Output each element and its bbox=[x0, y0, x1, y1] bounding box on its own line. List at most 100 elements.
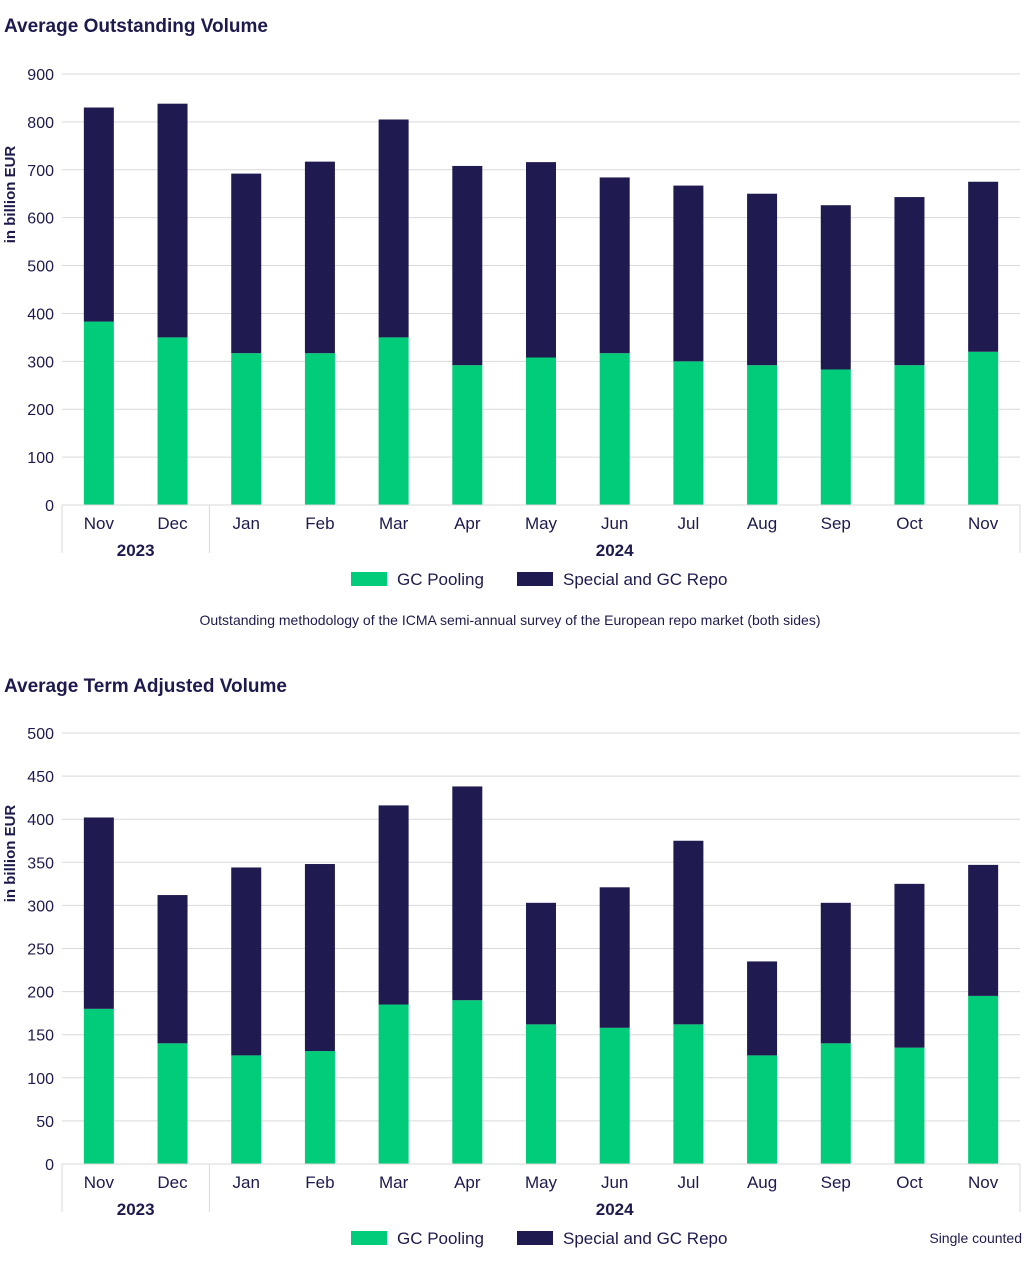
x-tick-label: Jan bbox=[233, 1173, 260, 1192]
x-tick-label: Nov bbox=[968, 514, 999, 533]
y-tick-label: 500 bbox=[27, 726, 54, 743]
bar-gc-pooling bbox=[820, 1043, 851, 1164]
bar-special-gc-repo bbox=[747, 193, 778, 366]
chart1-footnote: Outstanding methodology of the ICMA semi… bbox=[199, 612, 821, 628]
x-tick-label: Nov bbox=[84, 514, 115, 533]
y-tick-label: 400 bbox=[27, 306, 54, 323]
y-tick-label: 250 bbox=[27, 942, 54, 959]
y-tick-label: 450 bbox=[27, 769, 54, 786]
bar-gc-pooling bbox=[747, 1055, 778, 1164]
bar-special-gc-repo bbox=[526, 162, 556, 358]
bar-special-gc-repo bbox=[452, 786, 483, 1001]
bar-gc-pooling bbox=[526, 357, 556, 505]
bar-gc-pooling bbox=[894, 365, 925, 505]
legend-label-special-gc-repo: Special and GC Repo bbox=[563, 1229, 727, 1248]
x-tick-label: Sep bbox=[821, 514, 851, 533]
chart1-title: Average Outstanding Volume bbox=[4, 16, 268, 37]
chart1-svg: 0 100 200 300 400 500 600 700 800 900 in billion E… bbox=[2, 67, 1021, 589]
x-tick-label: May bbox=[525, 514, 558, 533]
bar-gc-pooling bbox=[968, 351, 999, 505]
y-tick-label: 800 bbox=[27, 115, 54, 132]
y-tick-label: 0 bbox=[45, 1157, 54, 1174]
bar-gc-pooling bbox=[157, 337, 188, 505]
x-tick-label: Jul bbox=[678, 514, 700, 533]
year-group-label: 2024 bbox=[596, 1200, 634, 1219]
x-tick-label: Jun bbox=[601, 1173, 628, 1192]
bar-gc-pooling bbox=[378, 337, 409, 505]
x-tick-label: Oct bbox=[896, 1173, 923, 1192]
y-tick-label: 900 bbox=[27, 67, 54, 84]
chart2-title: Average Term Adjusted Volume bbox=[4, 676, 287, 697]
bar-special-gc-repo bbox=[894, 883, 925, 1048]
bar-special-gc-repo bbox=[231, 867, 262, 1056]
y-tick-label: 700 bbox=[27, 163, 54, 180]
bar-gc-pooling bbox=[83, 321, 114, 505]
bar-special-gc-repo bbox=[968, 864, 999, 996]
x-tick-label: Dec bbox=[157, 514, 188, 533]
bar-special-gc-repo bbox=[304, 864, 335, 1052]
bar-special-gc-repo bbox=[452, 165, 483, 366]
bar-special-gc-repo bbox=[599, 887, 630, 1028]
legend-label-special-gc-repo: Special and GC Repo bbox=[563, 570, 727, 589]
y-tick-label: 100 bbox=[27, 1071, 54, 1088]
x-tick-label: Mar bbox=[379, 1173, 409, 1192]
bar-gc-pooling bbox=[599, 1027, 630, 1164]
year-group-label: 2023 bbox=[117, 541, 155, 560]
chart2-footnote: Single counted bbox=[929, 1230, 1022, 1246]
y-tick-label: 50 bbox=[36, 1114, 54, 1131]
x-tick-label: Apr bbox=[454, 1173, 481, 1192]
y-tick-label: 0 bbox=[45, 498, 54, 515]
legend-swatch-special-gc-repo bbox=[517, 1231, 553, 1245]
bar-gc-pooling bbox=[968, 995, 999, 1164]
bar-gc-pooling bbox=[673, 361, 704, 505]
y-tick-label: 300 bbox=[27, 898, 54, 915]
bar-special-gc-repo bbox=[378, 805, 409, 1005]
y-tick-label: 600 bbox=[27, 211, 54, 228]
x-tick-label: Aug bbox=[747, 514, 777, 533]
bar-special-gc-repo bbox=[83, 817, 114, 1009]
x-tick-label: Aug bbox=[747, 1173, 777, 1192]
y-axis-label: in billion EUR bbox=[2, 146, 19, 244]
x-tick-label: Dec bbox=[157, 1173, 188, 1192]
bar-special-gc-repo bbox=[157, 895, 188, 1044]
legend-label-gc-pooling: GC Pooling bbox=[397, 570, 484, 589]
y-tick-label: 100 bbox=[27, 450, 54, 467]
bar-gc-pooling bbox=[526, 1024, 556, 1164]
x-tick-label: Nov bbox=[968, 1173, 999, 1192]
bar-gc-pooling bbox=[673, 1024, 704, 1164]
x-tick-label: Jan bbox=[233, 514, 260, 533]
bar-gc-pooling bbox=[231, 353, 262, 505]
x-tick-label: Jun bbox=[601, 514, 628, 533]
bar-special-gc-repo bbox=[526, 902, 556, 1025]
bar-special-gc-repo bbox=[83, 107, 114, 322]
year-group-label: 2024 bbox=[596, 541, 634, 560]
bar-special-gc-repo bbox=[820, 902, 851, 1044]
bar-special-gc-repo bbox=[894, 197, 925, 366]
year-group-label: 2023 bbox=[117, 1200, 155, 1219]
bar-special-gc-repo bbox=[747, 961, 778, 1056]
bar-gc-pooling bbox=[304, 1051, 335, 1164]
bar-gc-pooling bbox=[599, 353, 630, 505]
y-tick-label: 300 bbox=[27, 354, 54, 371]
y-axis-label: in billion EUR bbox=[2, 805, 19, 903]
legend-swatch-special-gc-repo bbox=[517, 572, 553, 586]
bar-gc-pooling bbox=[231, 1055, 262, 1164]
bar-gc-pooling bbox=[452, 1000, 483, 1164]
legend-swatch-gc-pooling bbox=[351, 572, 387, 586]
x-tick-label: Feb bbox=[305, 514, 334, 533]
x-tick-label: Jul bbox=[678, 1173, 700, 1192]
bar-gc-pooling bbox=[894, 1047, 925, 1164]
bar-special-gc-repo bbox=[968, 181, 999, 352]
legend-swatch-gc-pooling bbox=[351, 1231, 387, 1245]
bar-gc-pooling bbox=[820, 369, 851, 505]
y-tick-label: 200 bbox=[27, 402, 54, 419]
x-tick-label: May bbox=[525, 1173, 558, 1192]
y-tick-label: 350 bbox=[27, 855, 54, 872]
x-tick-label: Nov bbox=[84, 1173, 115, 1192]
y-tick-label: 400 bbox=[27, 812, 54, 829]
bar-special-gc-repo bbox=[673, 185, 704, 362]
bar-special-gc-repo bbox=[304, 161, 335, 354]
bar-special-gc-repo bbox=[599, 177, 630, 354]
bar-gc-pooling bbox=[304, 353, 335, 505]
bar-special-gc-repo bbox=[157, 103, 188, 338]
